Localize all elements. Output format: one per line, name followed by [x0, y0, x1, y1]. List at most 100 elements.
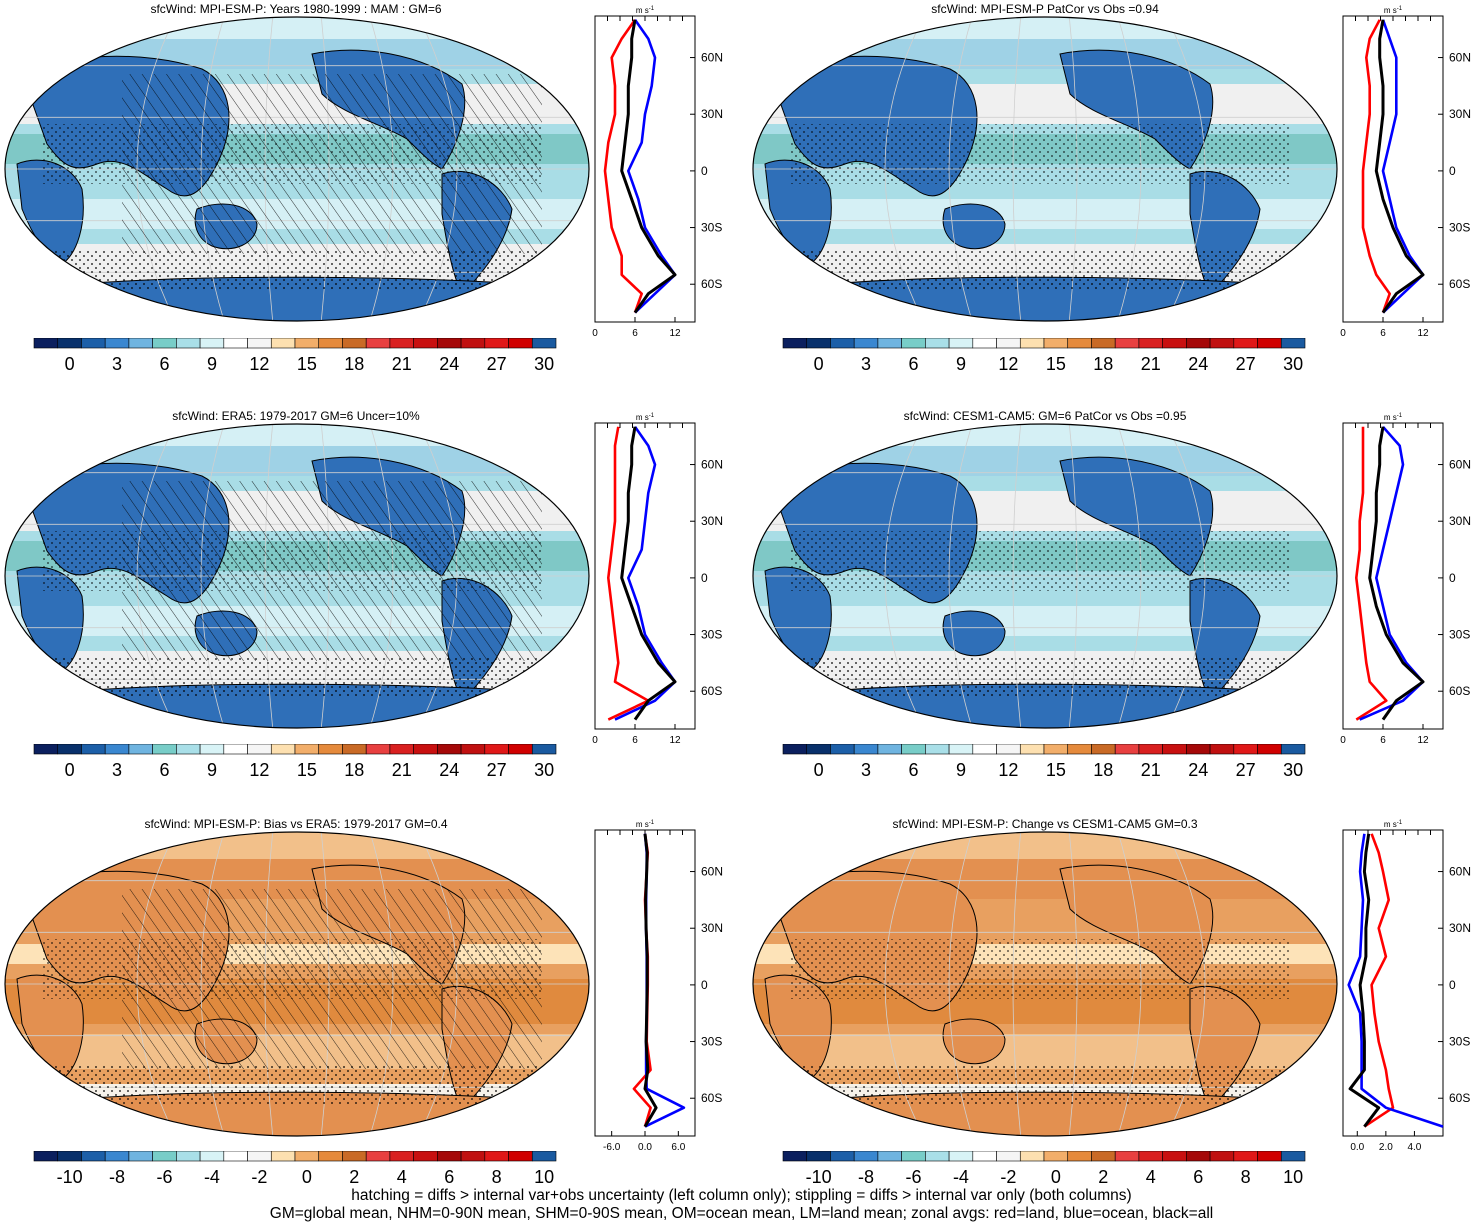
zonal-mean-plot-5: m s-1 60N 30N 0 30S 60S -6.0 0.0 6.0 — [594, 820, 723, 1153]
colorbar-box — [1043, 1151, 1069, 1162]
lat-label: 60N — [701, 865, 723, 879]
colorbar-box — [1138, 744, 1163, 755]
colorbar-tick-label: 8 — [1241, 1167, 1251, 1187]
colorbar-tick-label: 3 — [112, 354, 122, 374]
colorbar-box — [270, 744, 296, 755]
map-border — [752, 16, 1338, 322]
lat-band — [753, 17, 1337, 39]
colorbar-tick-label: 9 — [207, 760, 217, 780]
stippling — [753, 656, 1337, 696]
colorbar-box — [853, 744, 879, 755]
colorbar-box — [1257, 338, 1282, 349]
colorbar-box — [33, 338, 59, 349]
zonal-mean-plot-1: m s-1 60N 30N 0 30S 60S 0 6 12 — [592, 6, 723, 339]
map-field — [753, 832, 1337, 1136]
colorbar-box — [318, 338, 343, 349]
colorbar-box — [342, 1151, 367, 1162]
colorbar-box — [247, 338, 272, 349]
colorbar-box — [413, 744, 438, 755]
colorbar-box — [152, 338, 177, 349]
colorbar-box — [152, 1151, 177, 1162]
colorbar-box — [176, 338, 201, 349]
colorbar-box — [128, 744, 153, 755]
lat-band — [5, 832, 589, 859]
colorbar-tick-label: 6 — [159, 760, 169, 780]
colorbar-box — [1091, 338, 1116, 349]
colorbar-box — [223, 338, 248, 349]
x-tick-label: 6 — [632, 328, 638, 339]
colorbar-tick-label: 18 — [1093, 354, 1113, 374]
stippling — [790, 939, 1290, 999]
hatching — [122, 74, 542, 254]
colorbar-box — [508, 1151, 533, 1162]
colorbar-box — [877, 744, 902, 755]
lat-label: 60S — [701, 277, 722, 291]
series-land — [603, 19, 644, 314]
colorbar-box — [247, 1151, 272, 1162]
series-all — [1368, 426, 1425, 721]
lat-label: 60S — [701, 684, 722, 698]
colorbar-tick-label: -2 — [1000, 1167, 1016, 1187]
colorbar-tick-label: 0 — [814, 760, 824, 780]
colorbar-box — [1043, 744, 1069, 755]
zonal-mean-plot-6: m s-1 60N 30N 0 30S 60S 0.0 2.0 4.0 — [1342, 820, 1471, 1153]
lat-label: 30N — [1449, 107, 1471, 121]
colorbar-box — [484, 338, 509, 349]
map-field — [753, 424, 1337, 728]
colorbar-tick-label: -10 — [806, 1167, 832, 1187]
x-tick-label: 6 — [1380, 328, 1386, 339]
colorbar-box — [1186, 744, 1211, 755]
colorbar-box — [81, 744, 106, 755]
panel-title-4: sfcWind: CESM1-CAM5: GM=6 PatCor vs Obs … — [903, 409, 1187, 423]
colorbar-box — [247, 744, 272, 755]
colorbar-box — [57, 1151, 82, 1162]
colorbar-tick-label: 9 — [956, 354, 966, 374]
colorbar-tick-label: 15 — [297, 760, 317, 780]
lat-label: 30S — [701, 1035, 722, 1049]
hatching — [122, 481, 542, 661]
x-tick-label: 12 — [1417, 328, 1429, 339]
colorbar-box — [342, 338, 367, 349]
colorbar-box — [948, 1151, 974, 1162]
stippling — [790, 124, 1290, 184]
colorbar-tick-label: 30 — [534, 354, 554, 374]
zonal-frame — [1342, 422, 1444, 730]
zonal-mean-plot-2: m s-1 60N 30N 0 30S 60S 0 6 12 — [1340, 6, 1471, 339]
series-all — [1374, 19, 1425, 314]
colorbar-box — [948, 744, 974, 755]
colorbar-box — [877, 1151, 902, 1162]
colorbar-box — [901, 1151, 926, 1162]
colorbar-box — [1280, 338, 1306, 349]
colorbar-box — [925, 1151, 950, 1162]
colorbar-box — [1043, 338, 1069, 349]
lat-label: 0 — [1449, 978, 1456, 992]
lat-label: 60S — [1449, 1091, 1470, 1105]
lat-label: 30S — [1449, 221, 1470, 235]
colorbar-box — [342, 744, 367, 755]
hatching — [122, 889, 542, 1069]
lat-band — [753, 424, 1337, 446]
map-border — [752, 831, 1338, 1137]
stippling — [5, 656, 589, 696]
colorbar-box — [877, 338, 902, 349]
colorbar-box — [57, 338, 82, 349]
colorbar-box — [806, 1151, 831, 1162]
x-tick-label: 12 — [1417, 735, 1429, 746]
colorbar-tick-label: 24 — [439, 354, 459, 374]
colorbar-box — [104, 744, 130, 755]
stippling — [5, 1064, 589, 1104]
map-field — [5, 424, 589, 728]
zonal-frame — [594, 15, 696, 323]
colorbar-tick-label: 27 — [1236, 354, 1256, 374]
colorbar-box — [508, 744, 533, 755]
colorbar-box — [199, 338, 225, 349]
colorbar-box — [1162, 338, 1187, 349]
colorbar-box — [806, 338, 831, 349]
colorbar-box — [294, 1151, 320, 1162]
map-panel-3 — [4, 423, 590, 729]
colorbar-tick-label: 27 — [1236, 760, 1256, 780]
lat-label: 60S — [701, 1091, 722, 1105]
colorbar-tick-label: 4 — [397, 1167, 407, 1187]
colorbar-tick-label: 0 — [302, 1167, 312, 1187]
colorbar-box — [484, 1151, 509, 1162]
